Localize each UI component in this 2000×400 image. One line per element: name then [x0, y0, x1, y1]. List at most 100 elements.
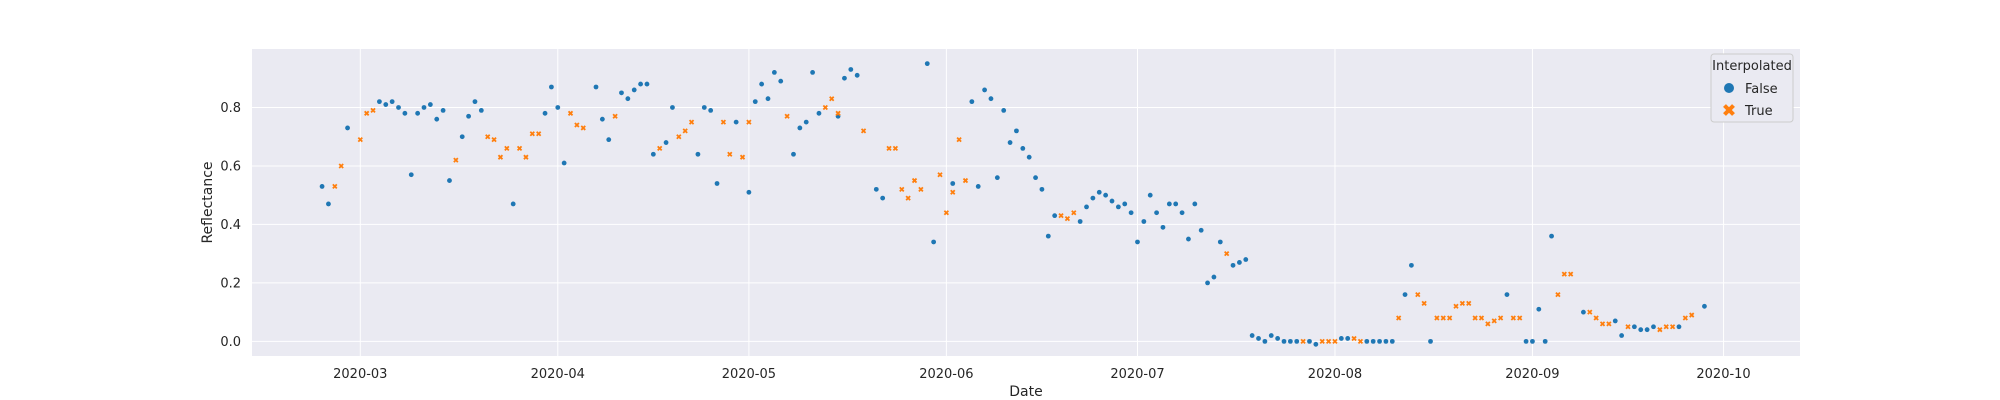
data-point-x: [612, 113, 618, 119]
data-point-x: [1568, 271, 1574, 277]
data-point-circle: [1205, 280, 1210, 286]
x-tick-label: 2020-04: [531, 367, 585, 382]
data-point-circle: [765, 96, 771, 102]
legend-title: Interpolated: [1712, 59, 1792, 74]
data-point-circle: [1096, 189, 1102, 195]
data-point-circle: [408, 172, 414, 178]
data-point-circle: [402, 110, 408, 116]
data-point-x: [1357, 338, 1364, 345]
data-point-x: [1325, 338, 1332, 345]
data-point-x: [1625, 324, 1631, 330]
data-point-circle: [447, 178, 452, 183]
data-point-x: [905, 195, 911, 201]
data-point-x: [523, 154, 529, 160]
data-point-x: [739, 154, 746, 160]
data-point-circle: [931, 239, 937, 245]
data-point-circle: [459, 134, 465, 140]
x-tick-label: 2020-08: [1308, 367, 1362, 382]
data-point-circle: [1045, 233, 1051, 239]
data-point-circle: [1651, 324, 1656, 330]
data-point-circle: [1402, 292, 1408, 297]
data-point-x: [1669, 324, 1676, 330]
series-true: [332, 96, 1695, 345]
data-point-x: [918, 186, 924, 192]
data-point-circle: [752, 99, 758, 105]
data-point-circle: [599, 116, 605, 122]
data-point-x: [1459, 300, 1466, 307]
data-point-x: [688, 119, 695, 125]
data-point-x: [574, 122, 580, 128]
data-point-x: [370, 107, 376, 114]
data-point-circle: [1217, 239, 1223, 245]
data-point-circle: [466, 113, 471, 119]
data-point-x: [1421, 300, 1427, 307]
data-point-x: [1058, 213, 1064, 219]
legend-item-true: True: [1723, 104, 1773, 119]
data-point-circle: [1536, 306, 1542, 312]
x-axis-label: Date: [1009, 384, 1042, 400]
data-point-circle: [873, 186, 879, 192]
data-point-x: [1682, 315, 1688, 321]
data-point-circle: [1211, 274, 1217, 280]
data-point-circle: [695, 151, 701, 157]
data-point-circle: [478, 108, 484, 113]
data-point-circle: [810, 69, 815, 75]
data-point-x: [516, 145, 523, 152]
y-axis-ticks: 0.0 0.2 0.4 0.6 0.8: [220, 101, 241, 350]
data-point-circle: [625, 96, 631, 102]
data-point-x: [1440, 315, 1446, 321]
data-point-x: [784, 113, 790, 119]
data-point-x: [1453, 303, 1459, 309]
x-tick-label: 2020-07: [1110, 367, 1164, 382]
data-point-circle: [555, 105, 561, 110]
data-point-x: [962, 177, 969, 184]
legend-label: True: [1744, 104, 1773, 119]
plot-area: [252, 49, 1800, 356]
data-point-circle: [924, 61, 930, 67]
data-point-circle: [746, 189, 752, 195]
data-point-x: [1466, 300, 1472, 307]
data-point-circle: [670, 105, 675, 110]
data-point-circle: [1287, 338, 1293, 344]
y-tick-label: 0.0: [220, 335, 241, 350]
y-axis-label: Reflectance: [200, 161, 216, 243]
data-point-x: [1689, 312, 1695, 318]
data-point-circle: [1389, 338, 1395, 344]
data-points: [319, 61, 1707, 347]
data-point-circle: [1147, 192, 1153, 198]
data-point-x: [1396, 315, 1402, 321]
data-point-x: [453, 157, 459, 163]
data-point-x: [1224, 251, 1230, 257]
data-point-circle: [1338, 336, 1344, 341]
data-point-circle: [854, 72, 860, 78]
data-point-circle: [1364, 338, 1370, 344]
data-point-circle: [1141, 219, 1147, 224]
x-tick-label: 2020-05: [722, 367, 776, 382]
data-point-circle: [606, 137, 612, 143]
data-point-circle: [1249, 333, 1255, 338]
data-point-x: [943, 210, 950, 216]
data-point-circle: [427, 102, 433, 107]
data-point-circle: [345, 125, 350, 131]
data-point-x: [1510, 315, 1516, 321]
data-point-circle: [1090, 195, 1096, 201]
data-point-x: [1485, 321, 1491, 327]
data-point-x: [657, 145, 663, 152]
data-point-x: [1599, 321, 1606, 327]
data-point-circle: [421, 105, 427, 110]
data-point-circle: [1179, 210, 1185, 216]
legend-item-false: False: [1724, 82, 1778, 97]
data-point-circle: [396, 105, 401, 110]
data-point-circle: [1638, 327, 1644, 333]
data-point-circle: [1676, 324, 1682, 330]
data-point-circle: [1173, 201, 1179, 207]
data-point-circle: [389, 99, 395, 105]
data-point-circle: [791, 151, 796, 157]
data-point-x: [504, 145, 510, 152]
data-point-circle: [1230, 262, 1236, 268]
x-axis-ticks: 2020-03 2020-04 2020-05 2020-06 2020-07 2020-…: [333, 367, 1751, 382]
data-point-circle: [1084, 204, 1089, 210]
x-tick-label: 2020-10: [1696, 367, 1750, 382]
data-point-circle: [510, 201, 516, 207]
